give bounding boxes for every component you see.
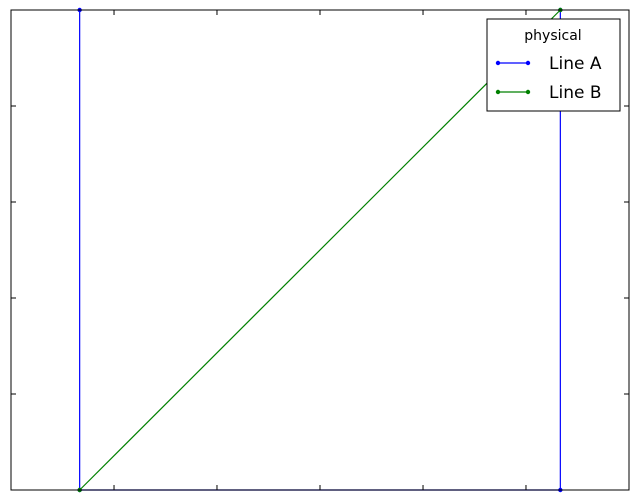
legend: physical Line A Line B [486, 18, 621, 112]
legend-marker-a-right [525, 60, 531, 66]
plot-frame [10, 9, 630, 491]
legend-label-line-a: Line A [549, 54, 602, 74]
legend-title: physical [524, 28, 581, 44]
series-line-b-line [79, 9, 561, 491]
legend-marker-b-right [525, 89, 531, 95]
legend-label-line-b: Line B [549, 83, 602, 103]
legend-marker-b-left [495, 89, 501, 95]
legend-marker-a-left [495, 60, 501, 66]
legend-box [486, 18, 621, 112]
